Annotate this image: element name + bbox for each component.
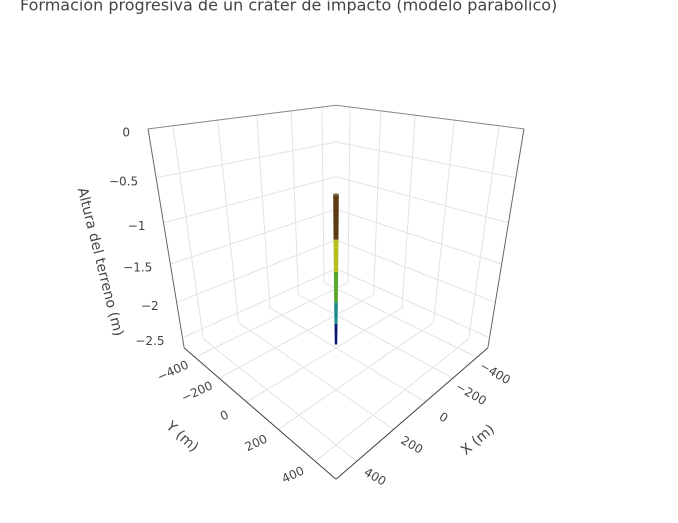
grid-line	[238, 322, 394, 430]
grid-line	[170, 208, 337, 265]
grid-line	[335, 268, 490, 339]
box-edge	[335, 347, 489, 480]
grid-line	[335, 176, 509, 224]
grid-line	[269, 307, 426, 403]
grid-line	[321, 106, 325, 283]
grid-line	[401, 115, 416, 308]
grid-line	[182, 268, 337, 339]
grid-line	[347, 106, 351, 283]
surface-band	[333, 239, 339, 272]
y-tick-label: −400	[155, 358, 191, 385]
x-tick-label: 200	[399, 433, 426, 457]
box-edge	[335, 104, 525, 130]
grid-line	[194, 282, 349, 358]
z-tick-label: −2.5	[135, 334, 164, 348]
grid-line	[218, 294, 374, 379]
z-tick-label: −1.5	[123, 261, 152, 275]
box-edge	[147, 104, 337, 130]
grid-line	[314, 338, 470, 462]
chart-title: Formación progresiva de un cráter de imp…	[20, 0, 557, 15]
x-tick-label: 400	[362, 465, 389, 489]
y-tick-label: 200	[243, 432, 270, 454]
grid-line	[335, 208, 502, 265]
x-axis-title: X (m)	[458, 421, 498, 458]
z-tick-label: 0	[122, 125, 130, 139]
x-tick-label: −400	[477, 359, 513, 388]
grid-line	[373, 110, 382, 295]
grid-line	[298, 294, 454, 379]
box-edge	[487, 128, 525, 348]
surface-band	[334, 302, 338, 324]
grid-line	[202, 338, 358, 462]
x-tick-label: −200	[453, 379, 489, 408]
y-tick-label: 0	[218, 408, 231, 424]
surface-top	[333, 193, 339, 196]
grid-line	[323, 282, 478, 358]
grid-line	[290, 110, 299, 295]
box-edge	[147, 128, 185, 348]
grid-line	[176, 239, 337, 303]
grid-line	[335, 239, 496, 303]
surface-band	[333, 271, 339, 303]
x-tick-label: 0	[437, 410, 451, 426]
surface-band	[334, 323, 338, 345]
z-axis-title: Altura del terreno (m)	[74, 186, 126, 338]
grid-line	[172, 125, 204, 339]
y-tick-label: −200	[179, 378, 215, 405]
grid-line	[278, 322, 434, 430]
z-tick-label: −1	[128, 219, 146, 233]
z-tick-label: −0.5	[109, 174, 138, 188]
z-tick-label: −2	[141, 299, 159, 313]
grid-line	[433, 120, 455, 323]
y-axis-title: Y (m)	[162, 418, 201, 456]
grid-line	[468, 125, 500, 339]
grid-line	[156, 141, 337, 179]
grid-line	[217, 120, 239, 323]
grid-line	[163, 176, 337, 224]
grid-line	[256, 115, 271, 308]
grid-line	[335, 141, 516, 179]
surface-band	[333, 194, 339, 240]
box-edge	[183, 347, 337, 480]
y-tick-label: 400	[280, 464, 307, 486]
grid-line	[246, 307, 403, 403]
